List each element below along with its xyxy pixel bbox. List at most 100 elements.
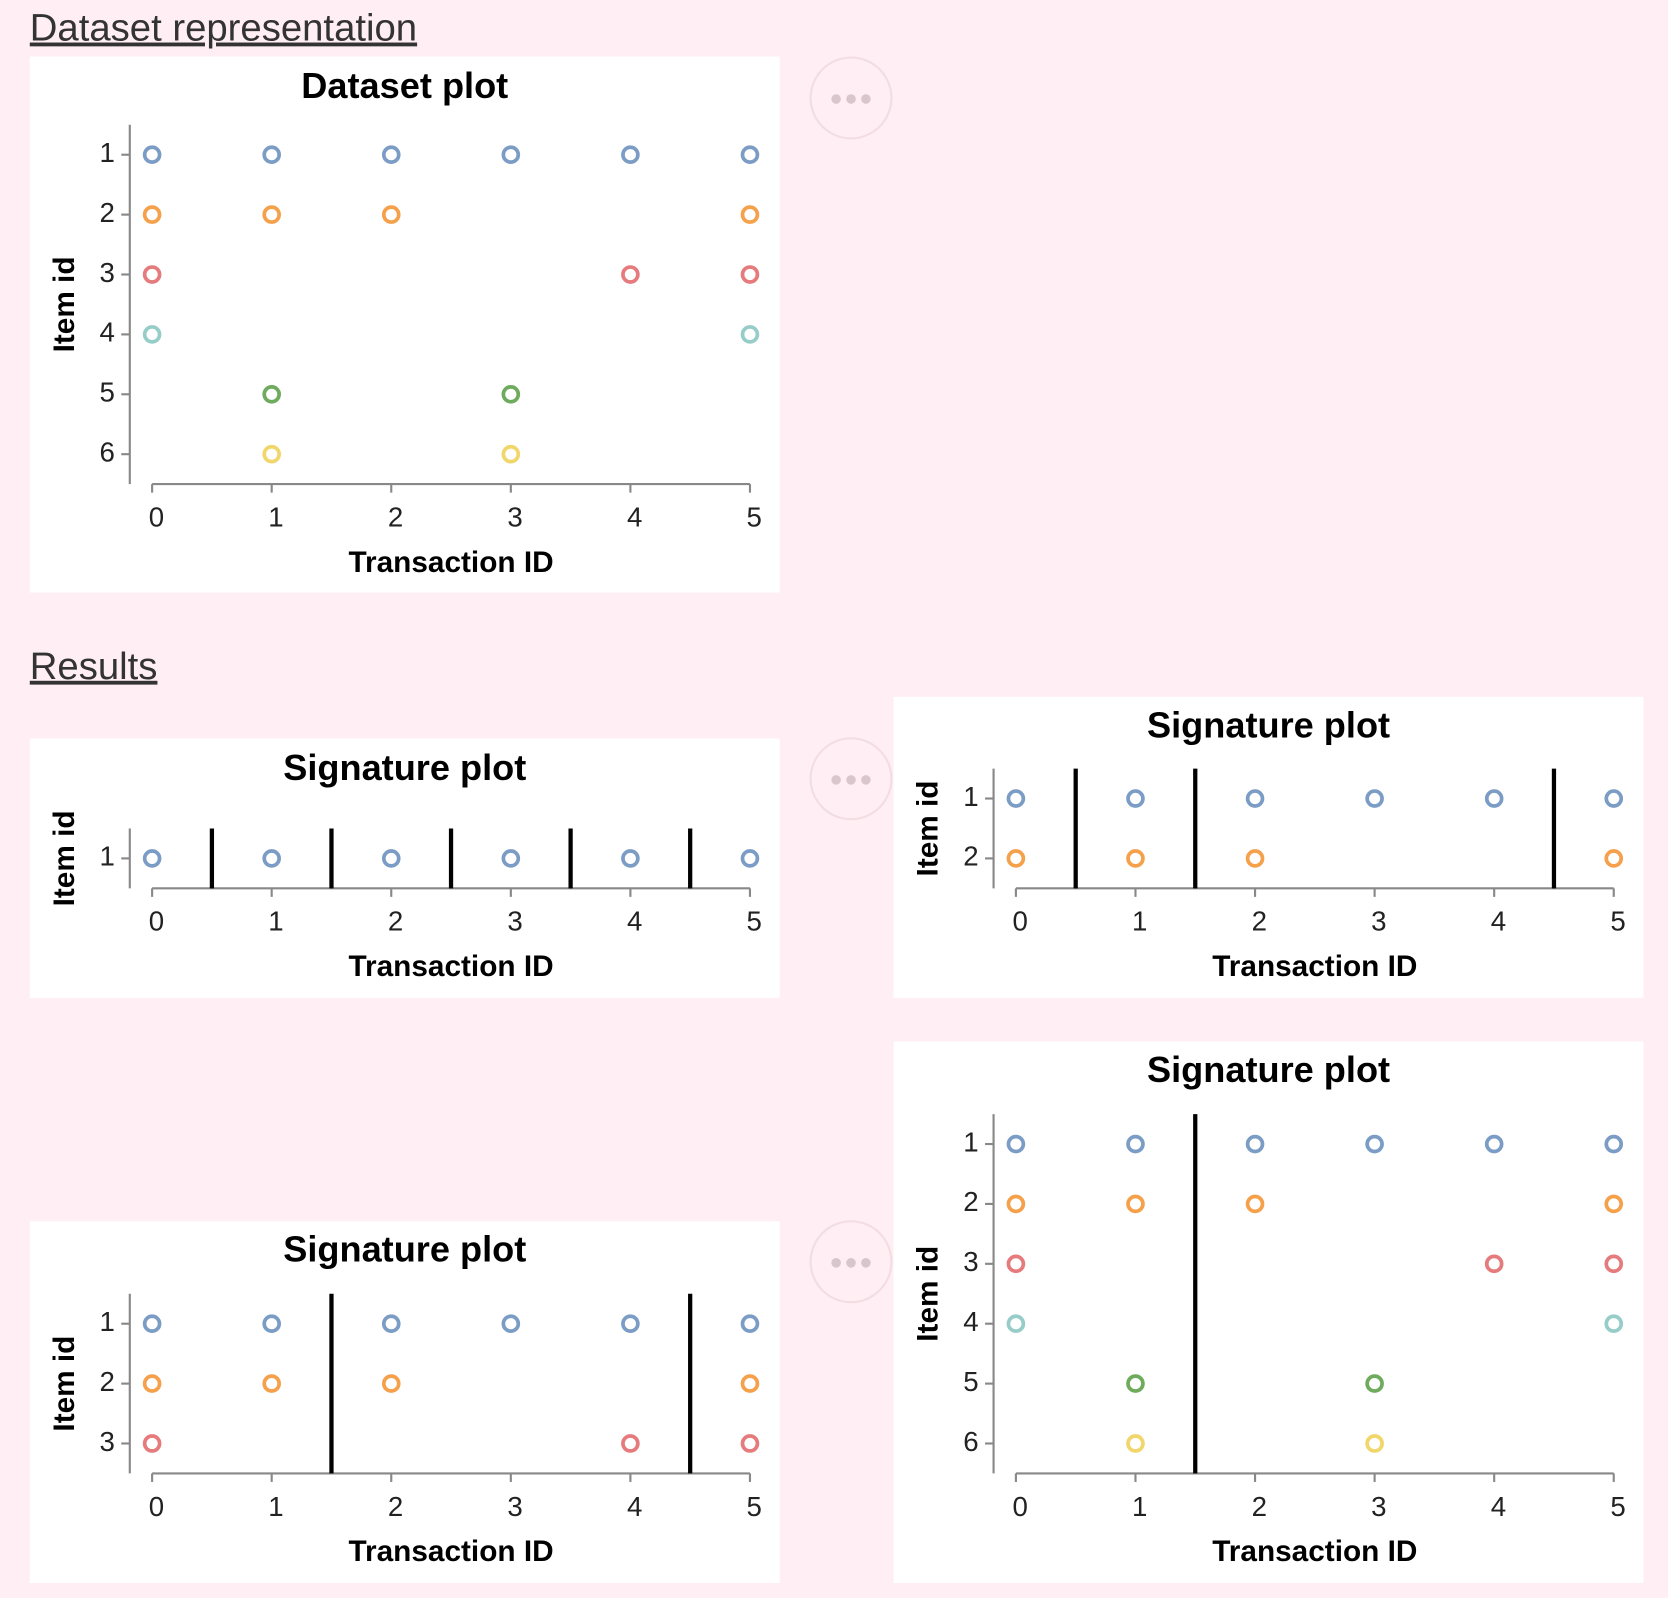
data-point (1604, 849, 1624, 868)
data-point (1245, 849, 1265, 868)
data-point (1006, 1134, 1026, 1154)
y-tick-label: 4 (963, 1306, 978, 1337)
chart-title: Signature plot (1147, 704, 1390, 745)
data-point (142, 1374, 162, 1393)
x-tick-label: 5 (747, 502, 762, 533)
chart-title: Signature plot (1147, 1049, 1390, 1090)
data-point (740, 205, 760, 224)
y-tick-label: 1 (100, 841, 115, 872)
panel-background (893, 696, 1644, 998)
y-tick-label: 5 (963, 1366, 978, 1397)
chart-panel: Signature plot Transaction ID Item id 1 2 0 1 2… (893, 696, 1644, 998)
data-point (1365, 1434, 1384, 1453)
x-tick-label: 0 (1012, 1491, 1027, 1522)
data-point (142, 849, 162, 868)
data-point (740, 325, 760, 344)
data-point (1484, 1254, 1504, 1274)
data-point (1604, 1194, 1624, 1214)
chart-title: Signature plot (283, 1229, 526, 1270)
data-point (1126, 789, 1145, 808)
x-tick-label: 0 (1012, 906, 1027, 937)
data-point (262, 1374, 281, 1393)
y-tick-label: 3 (100, 1426, 115, 1457)
chart-panel: Dataset plot Transaction ID Item id 1 2 3 4 5 6 0… (29, 56, 780, 593)
data-point (1604, 1254, 1624, 1274)
y-tick-label: 4 (100, 317, 115, 348)
data-point (381, 1314, 401, 1334)
chart-panel: Signature plot Transaction ID Item id 1 2 3 4 5… (893, 1041, 1644, 1584)
data-point (1365, 789, 1384, 808)
y-tick-label: 1 (100, 137, 115, 168)
chart-panel: Signature plot Transaction ID Item id 1 0 1 2 3… (29, 738, 780, 998)
data-point (1006, 849, 1026, 868)
x-tick-label: 3 (507, 502, 522, 533)
data-point (740, 1374, 760, 1393)
data-point (1126, 1434, 1145, 1453)
x-tick-label: 4 (1491, 906, 1506, 937)
data-point (142, 265, 162, 284)
y-axis-label: Item id (48, 810, 81, 906)
x-tick-label: 5 (1610, 906, 1625, 937)
x-axis-label: Transaction ID (348, 546, 553, 579)
more-button[interactable] (809, 737, 893, 821)
data-point (142, 1314, 162, 1334)
x-tick-label: 5 (747, 906, 762, 937)
data-point (142, 325, 162, 344)
y-tick-label: 6 (963, 1426, 978, 1457)
x-tick-label: 4 (627, 502, 642, 533)
more-button[interactable] (809, 1220, 893, 1304)
data-point (1365, 1374, 1384, 1393)
y-tick-label: 2 (100, 1366, 115, 1397)
data-point (1126, 849, 1145, 868)
data-point (381, 205, 401, 224)
data-point (262, 205, 281, 224)
data-point (1126, 1134, 1145, 1154)
data-point (381, 849, 401, 868)
x-tick-label: 0 (149, 906, 164, 937)
data-point (1604, 1314, 1624, 1334)
data-point (621, 145, 640, 165)
data-point (621, 849, 640, 868)
data-point (262, 145, 281, 165)
x-tick-label: 4 (1491, 1491, 1506, 1522)
y-axis-label: Item id (48, 256, 81, 352)
data-point (1006, 789, 1026, 808)
data-point (1245, 1194, 1265, 1214)
data-point (501, 145, 521, 165)
data-point (1604, 789, 1624, 808)
x-tick-label: 3 (507, 1491, 522, 1522)
section-heading: Dataset representation (30, 7, 417, 50)
data-point (740, 1434, 760, 1453)
x-tick-label: 4 (627, 906, 642, 937)
y-tick-label: 2 (963, 1186, 978, 1217)
x-tick-label: 5 (747, 1491, 762, 1522)
panel-background (29, 56, 780, 593)
x-axis-label: Transaction ID (348, 1535, 553, 1568)
data-point (1484, 1134, 1504, 1154)
more-button[interactable] (809, 56, 893, 140)
data-point (1604, 1134, 1624, 1154)
y-axis-label: Item id (48, 1336, 81, 1432)
data-point (1006, 1254, 1026, 1274)
data-point (1006, 1314, 1026, 1334)
x-tick-label: 0 (149, 502, 164, 533)
chart-title: Dataset plot (301, 65, 508, 106)
y-axis-label: Item id (912, 1246, 945, 1342)
data-point (262, 384, 281, 404)
data-point (501, 849, 521, 868)
data-point (740, 1314, 760, 1334)
data-point (262, 849, 281, 868)
x-tick-label: 1 (1132, 1491, 1147, 1522)
x-tick-label: 3 (507, 906, 522, 937)
y-tick-label: 3 (963, 1246, 978, 1277)
x-tick-label: 2 (1252, 1491, 1267, 1522)
x-tick-label: 2 (388, 1491, 403, 1522)
data-point (262, 444, 281, 464)
x-tick-label: 1 (268, 1491, 283, 1522)
data-point (1245, 789, 1265, 808)
y-tick-label: 2 (963, 841, 978, 872)
y-tick-label: 2 (100, 197, 115, 228)
data-point (1245, 1134, 1265, 1154)
